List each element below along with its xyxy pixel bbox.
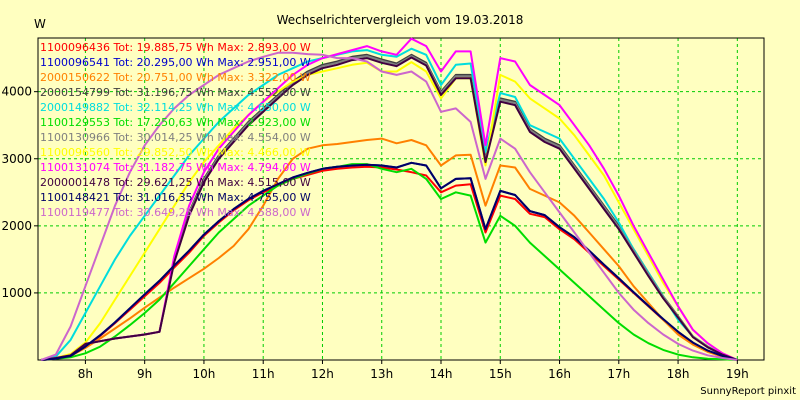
grid — [38, 38, 764, 360]
chart-title: Wechselrichtervergleich vom 19.03.2018 — [277, 13, 524, 27]
footer-credit: SunnyReport pinxit — [700, 386, 796, 397]
x-tick-label: 11h — [252, 367, 275, 381]
x-tick-label: 18h — [667, 367, 690, 381]
x-tick-label: 17h — [607, 367, 630, 381]
series-line-11 — [40, 161, 738, 361]
x-tick-label: 15h — [489, 367, 512, 381]
y-tick-label: 3000 — [1, 152, 32, 166]
legend-entry: 2000001478 Tot: 29.621,25 Wh Max: 4.515,… — [40, 176, 311, 189]
legend-entry: 1100096436 Tot: 19.885,75 Wh Max: 2.893,… — [40, 41, 311, 54]
legend-entry: 1100129553 Tot: 17.250,63 Wh Max: 2.923,… — [40, 116, 311, 129]
series-line-8 — [40, 61, 738, 361]
legend-entry: 1100131074 Tot: 31.182,75 Wh Max: 4.794,… — [40, 161, 311, 174]
y-tick-label: 4000 — [1, 85, 32, 99]
series-line-6 — [40, 163, 738, 361]
legend-entry: 1100096541 Tot: 20.295,00 Wh Max: 2.951,… — [40, 56, 311, 69]
legend-entry: 1100096560 Tot: 29.852,50 Wh Max: 4.466,… — [40, 146, 311, 159]
x-tick-label: 9h — [137, 367, 152, 381]
plot-frame — [37, 37, 765, 361]
x-tick-label: 14h — [430, 367, 453, 381]
legend-entry: 2000149882 Tot: 32.114,25 Wh Max: 4.650,… — [40, 101, 311, 114]
x-tick-label: 12h — [311, 367, 334, 381]
legend-entry: 1100119477 Tot: 30.649,25 Wh Max: 4.588,… — [40, 206, 311, 219]
series-line-10 — [40, 56, 738, 361]
series-lines — [40, 37, 738, 361]
legend-entry: 2000150622 Tot: 20.751,00 Wh Max: 3.322,… — [40, 71, 311, 84]
legend-entry: 1100130966 Tot: 30.014,25 Wh Max: 4.554,… — [40, 131, 311, 144]
x-tick-label: 10h — [193, 367, 216, 381]
legend-entry: 1100148421 Tot: 31.016,35 Wh Max: 4.755,… — [40, 191, 311, 204]
axes: 8h 9h 10h 11h 12h 13h 14h 15h 16h 17h 18h 19h 1000 20… — [1, 85, 748, 381]
y-tick-label: 2000 — [1, 219, 32, 233]
legend: 1100096436 Tot: 19.885,75 Wh Max: 2.893,… — [40, 41, 311, 219]
x-tick-label: 19h — [726, 367, 749, 381]
y-tick-label: 1000 — [1, 286, 32, 300]
x-tick-label: 16h — [548, 367, 571, 381]
series-line-12 — [40, 51, 738, 361]
y-axis-unit-label: W — [34, 17, 46, 31]
legend-entry: 2000154799 Tot: 31.196,75 Wh Max: 4.552,… — [40, 86, 311, 99]
x-tick-label: 8h — [78, 367, 93, 381]
series-line-3 — [40, 137, 738, 361]
series-line-5 — [40, 47, 738, 361]
x-tick-label: 13h — [370, 367, 393, 381]
